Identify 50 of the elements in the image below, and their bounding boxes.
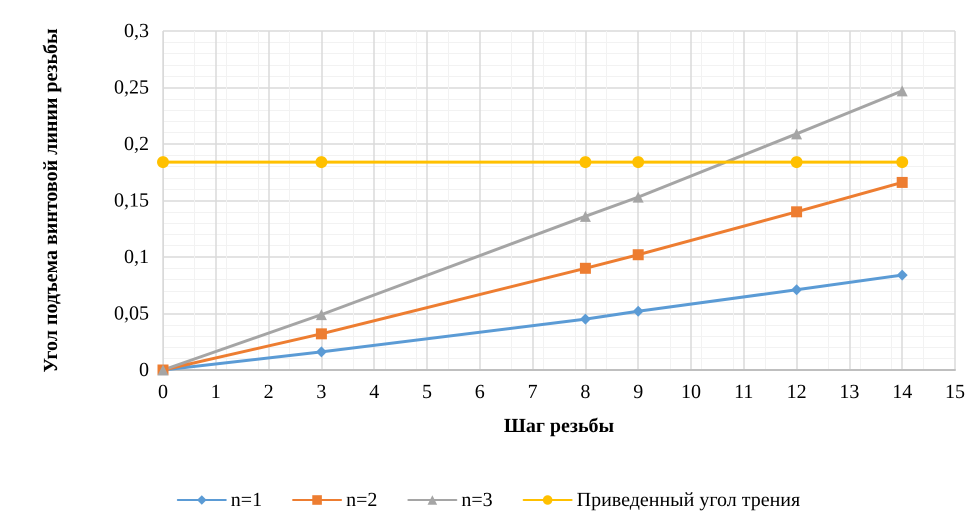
y-tick-label: 0,15 bbox=[114, 190, 149, 212]
legend-label: n=3 bbox=[461, 489, 493, 511]
x-tick-label: 7 bbox=[528, 381, 538, 403]
point bbox=[157, 156, 169, 168]
y-tick-label: 0,25 bbox=[114, 76, 149, 98]
point bbox=[315, 156, 328, 168]
x-tick-label: 11 bbox=[734, 381, 754, 403]
point bbox=[580, 262, 591, 274]
y-tick-label: 0 bbox=[139, 359, 149, 381]
x-tick-label: 0 bbox=[158, 381, 168, 403]
x-tick-label: 14 bbox=[892, 381, 912, 403]
y-axis-title: Угол подъема винтовой линии резьбы bbox=[40, 28, 62, 373]
point bbox=[632, 249, 644, 260]
x-tick-label: 9 bbox=[633, 381, 644, 403]
point bbox=[896, 176, 908, 188]
point bbox=[632, 192, 644, 203]
x-tick-label: 5 bbox=[422, 381, 432, 403]
point bbox=[896, 156, 908, 168]
x-tick-label: 4 bbox=[369, 381, 380, 403]
point bbox=[791, 284, 802, 296]
point bbox=[316, 328, 327, 340]
point bbox=[316, 346, 327, 358]
y-tick-label: 0,2 bbox=[124, 133, 149, 155]
x-axis-title: Шаг резьбы bbox=[504, 415, 615, 437]
point bbox=[791, 206, 802, 218]
y-tick-label: 0,05 bbox=[114, 302, 149, 324]
x-tick-label: 1 bbox=[210, 381, 221, 403]
point bbox=[580, 210, 591, 222]
y-tick-label: 0,3 bbox=[124, 20, 149, 42]
point bbox=[790, 156, 803, 168]
point bbox=[632, 156, 644, 168]
point bbox=[791, 128, 802, 140]
point bbox=[896, 270, 908, 281]
x-tick-label: 2 bbox=[264, 381, 274, 403]
point bbox=[579, 156, 592, 168]
legend-label: n=1 bbox=[230, 489, 262, 511]
y-tick-label: 0,1 bbox=[124, 246, 149, 268]
point bbox=[896, 85, 908, 96]
point bbox=[580, 314, 591, 325]
x-tick-label: 13 bbox=[839, 381, 860, 403]
x-tick-label: 10 bbox=[681, 381, 701, 403]
point bbox=[632, 306, 644, 317]
x-tick-label: 15 bbox=[945, 381, 965, 403]
legend-label: Приведенный угол трения bbox=[576, 489, 800, 511]
legend-label: n=2 bbox=[346, 489, 378, 511]
x-tick-label: 3 bbox=[316, 381, 326, 403]
x-tick-label: 12 bbox=[786, 381, 807, 403]
point bbox=[316, 309, 327, 320]
x-tick-label: 8 bbox=[580, 381, 590, 403]
x-tick-label: 6 bbox=[474, 381, 485, 403]
